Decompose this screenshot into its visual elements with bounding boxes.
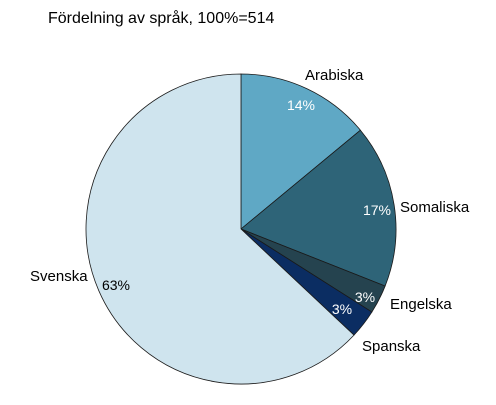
- value-label-engelska: 3%: [355, 289, 375, 305]
- category-label-svenska: Svenska: [30, 268, 88, 285]
- pie-slice-svenska: [85, 73, 355, 385]
- pie-slice-somaliska: [240, 129, 397, 287]
- value-label-somaliska: 17%: [363, 202, 391, 218]
- value-label-arabiska: 14%: [287, 97, 315, 113]
- pie-slice-arabiska: [240, 73, 361, 230]
- category-label-engelska: Engelska: [390, 296, 452, 313]
- value-label-svenska: 63%: [102, 277, 130, 293]
- value-label-spanska: 3%: [332, 301, 352, 317]
- category-label-spanska: Spanska: [362, 338, 421, 355]
- chart-title: Fördelning av språk, 100%=514: [48, 10, 275, 27]
- category-label-arabiska: Arabiska: [305, 67, 364, 84]
- category-label-somaliska: Somaliska: [400, 199, 470, 216]
